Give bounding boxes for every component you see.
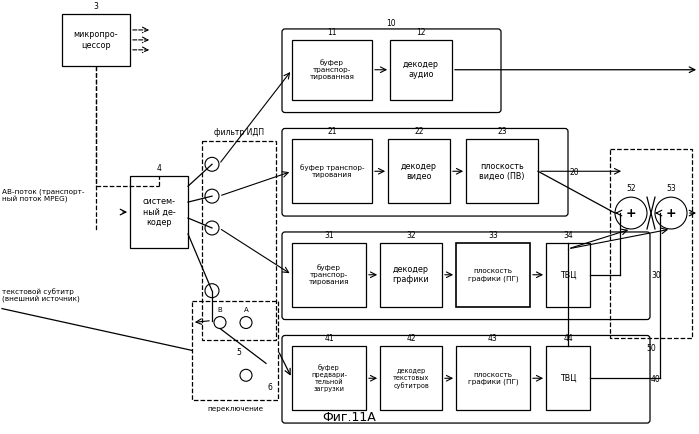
Text: +: + xyxy=(665,207,677,220)
Text: 3: 3 xyxy=(94,2,99,11)
Text: 52: 52 xyxy=(626,184,636,193)
Circle shape xyxy=(205,158,219,171)
Bar xyxy=(62,14,130,66)
Text: 23: 23 xyxy=(497,128,507,136)
Bar xyxy=(380,243,442,306)
Text: декодер
текстовых
субтитров: декодер текстовых субтитров xyxy=(393,368,429,389)
Bar xyxy=(380,346,442,410)
Bar xyxy=(130,176,188,248)
Text: буфер
транспор-
тирования: буфер транспор- тирования xyxy=(309,264,350,285)
Text: переключение: переключение xyxy=(207,406,263,412)
Text: плоскость
графики (ПГ): плоскость графики (ПГ) xyxy=(468,268,519,282)
Text: 53: 53 xyxy=(666,184,676,193)
Bar xyxy=(546,346,590,410)
Text: 12: 12 xyxy=(416,28,426,37)
Text: 44: 44 xyxy=(563,335,573,343)
Text: 5: 5 xyxy=(236,349,241,358)
Circle shape xyxy=(615,197,647,229)
Text: декодер
видео: декодер видео xyxy=(401,161,437,181)
Text: 33: 33 xyxy=(488,231,498,240)
Text: ТВЦ: ТВЦ xyxy=(560,270,576,279)
Text: 40: 40 xyxy=(651,375,661,384)
Bar xyxy=(466,139,538,203)
Text: микропро-
цессор: микропро- цессор xyxy=(73,30,118,49)
Text: 43: 43 xyxy=(488,335,498,343)
Text: декодер
аудио: декодер аудио xyxy=(403,60,439,79)
Text: 42: 42 xyxy=(406,335,416,343)
Text: плоскость
видео (ПВ): плоскость видео (ПВ) xyxy=(480,161,525,181)
Text: +: + xyxy=(626,207,636,220)
Circle shape xyxy=(205,221,219,235)
Circle shape xyxy=(240,316,252,329)
Text: 34: 34 xyxy=(563,231,573,240)
Text: 50: 50 xyxy=(646,345,656,353)
Text: буфер
транспор-
тированная: буфер транспор- тированная xyxy=(310,59,354,80)
Text: Фиг.11А: Фиг.11А xyxy=(322,411,376,424)
Bar xyxy=(292,40,372,99)
Text: буфер транспор-
тирования: буфер транспор- тирования xyxy=(300,164,364,178)
Text: 31: 31 xyxy=(324,231,334,240)
Bar xyxy=(292,346,366,410)
Bar xyxy=(546,243,590,306)
Text: A: A xyxy=(244,306,248,312)
Text: ТВЦ: ТВЦ xyxy=(560,374,576,383)
Text: 21: 21 xyxy=(327,128,337,136)
Bar xyxy=(610,149,692,339)
Text: АВ-поток (транспорт-
ный поток MPEG): АВ-поток (транспорт- ный поток MPEG) xyxy=(2,189,85,204)
Bar xyxy=(456,346,530,410)
Text: декодер
графики: декодер графики xyxy=(393,265,429,284)
Text: 10: 10 xyxy=(387,19,396,28)
Circle shape xyxy=(205,284,219,298)
Bar xyxy=(202,141,276,340)
Text: систем-
ный де-
кодер: систем- ный де- кодер xyxy=(143,197,175,227)
Text: текстовой субтитр
(внешний источник): текстовой субтитр (внешний источник) xyxy=(2,288,80,303)
Text: 6: 6 xyxy=(268,383,273,392)
Bar xyxy=(456,243,530,306)
Text: 32: 32 xyxy=(406,231,416,240)
Text: 41: 41 xyxy=(324,335,334,343)
Circle shape xyxy=(240,369,252,381)
Text: 22: 22 xyxy=(415,128,424,136)
Text: буфер
предвари-
тельной
загрузки: буфер предвари- тельной загрузки xyxy=(311,365,347,392)
Text: 30: 30 xyxy=(651,271,661,280)
Text: фильтр ИДП: фильтр ИДП xyxy=(214,128,264,138)
Text: плоскость
графики (ПГ): плоскость графики (ПГ) xyxy=(468,372,519,385)
Text: B: B xyxy=(217,306,222,312)
Bar xyxy=(388,139,450,203)
Circle shape xyxy=(214,316,226,329)
Text: 11: 11 xyxy=(327,28,337,37)
Bar xyxy=(292,243,366,306)
Bar xyxy=(192,301,278,400)
Bar xyxy=(292,139,372,203)
Text: 4: 4 xyxy=(157,164,161,173)
Circle shape xyxy=(205,189,219,203)
Text: 20: 20 xyxy=(569,168,579,177)
Circle shape xyxy=(655,197,687,229)
Bar xyxy=(390,40,452,99)
